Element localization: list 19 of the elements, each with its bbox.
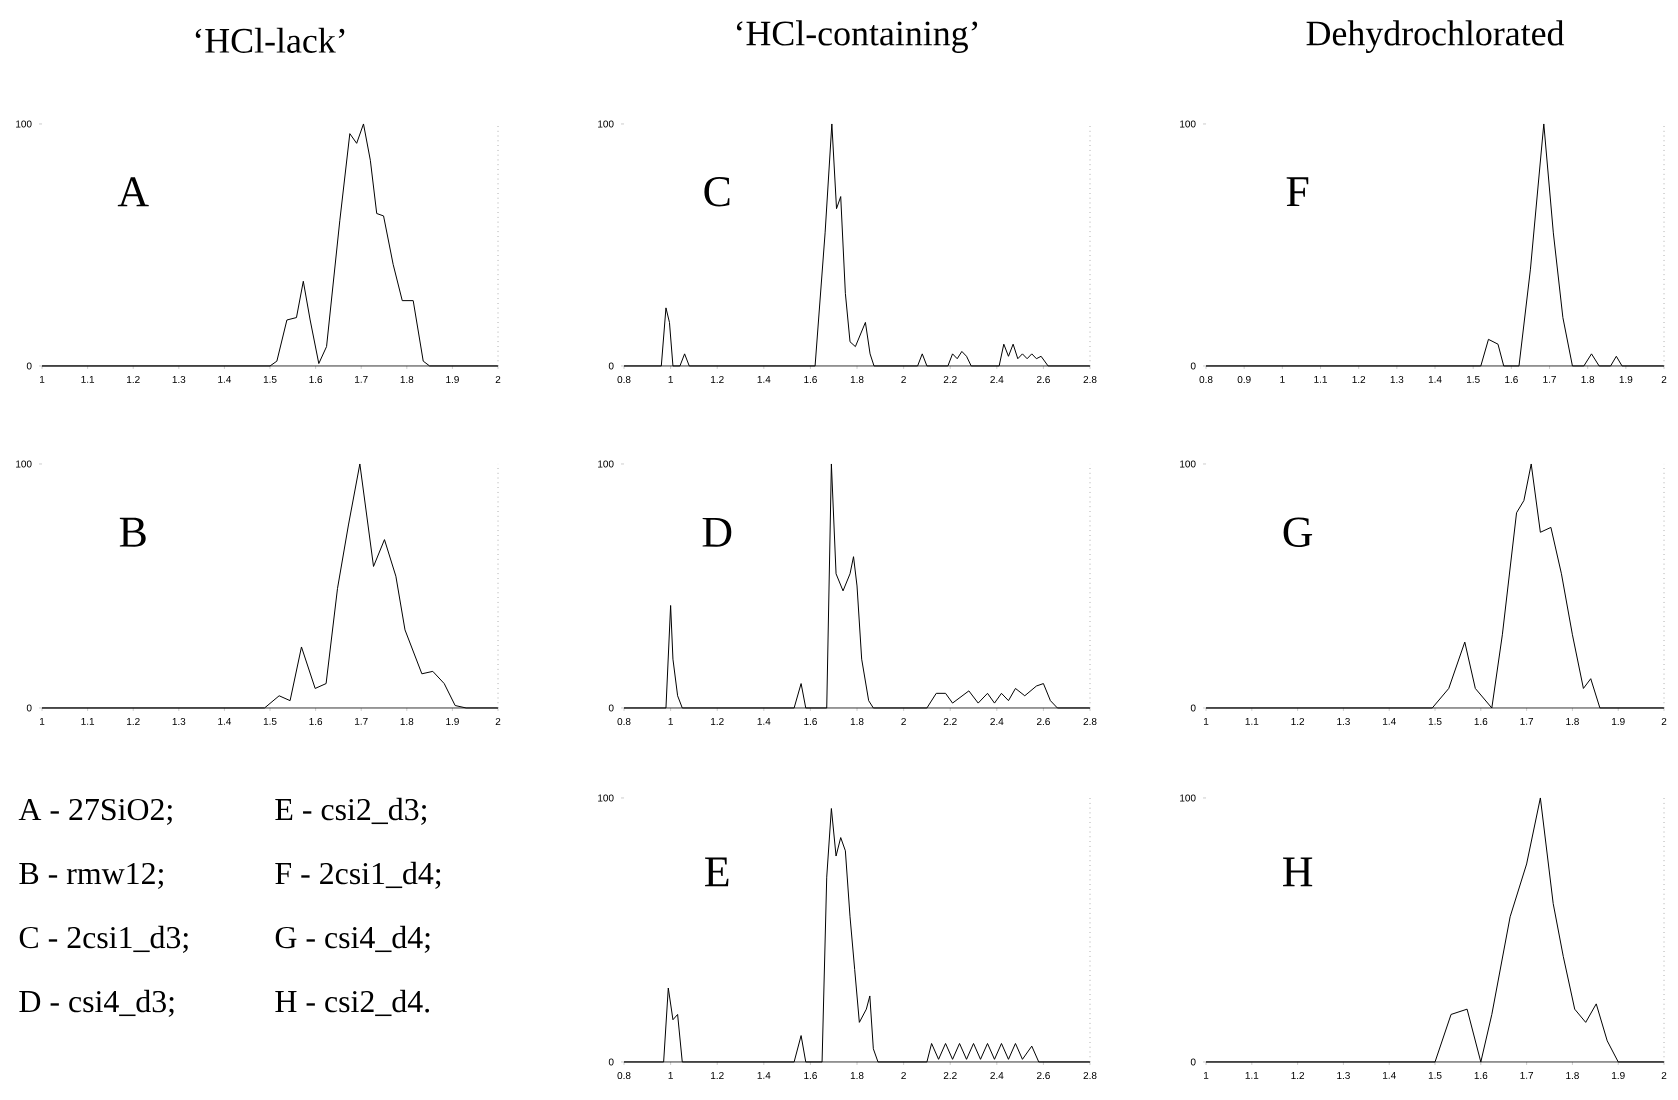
text: G - csi4_d4; (275, 925, 430, 953)
text: D - csi4_d3; (19, 989, 174, 1017)
text: E - csi2_d3; (275, 797, 427, 825)
chart-title: ‘HCl-containing’ (736, 20, 978, 53)
annotation: H (1283, 857, 1313, 887)
annotation: E (705, 857, 729, 887)
text: H - csi2_d4. (275, 989, 430, 1017)
text: F - 2csi1_d4; (275, 861, 441, 889)
text: A - 27SiO2; (18, 798, 172, 825)
chart-title: Dehydrochlorated (1306, 20, 1565, 53)
chart-title: ‘HCl-lack’ (195, 27, 345, 53)
annotation: C (704, 176, 730, 207)
annotation: D (702, 517, 732, 547)
annotation: F (1286, 177, 1309, 207)
annotation: A (117, 177, 149, 207)
annotation: B (119, 517, 146, 547)
annotation: G (1283, 517, 1313, 548)
text: C - 2csi1_d3; (19, 925, 188, 953)
text: B - rmw12; (19, 862, 163, 889)
